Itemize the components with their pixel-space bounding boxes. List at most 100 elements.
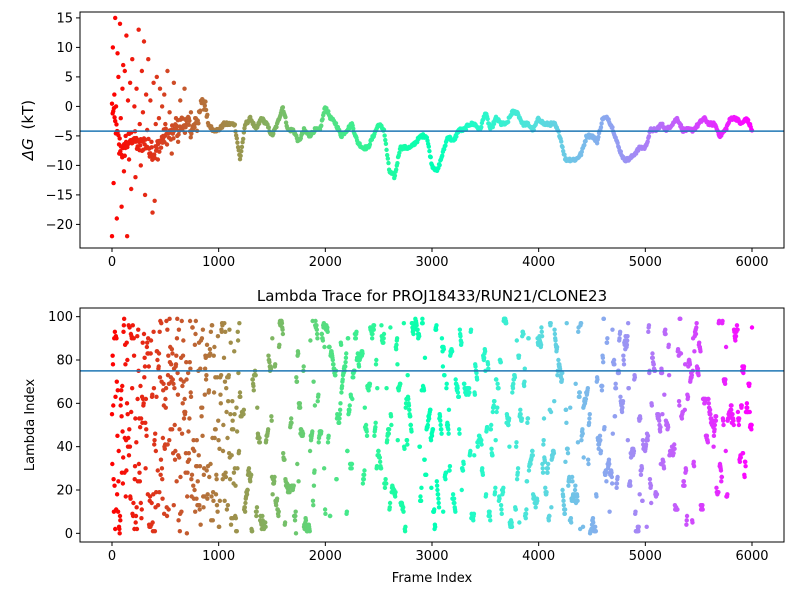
lambda-point bbox=[338, 401, 343, 406]
lambda-point bbox=[704, 433, 710, 439]
dg-point bbox=[127, 80, 133, 86]
lambda-point bbox=[522, 379, 527, 384]
lambda-point bbox=[202, 392, 207, 397]
lambda-point bbox=[282, 457, 287, 462]
lambda-point bbox=[628, 483, 633, 488]
lambda-point bbox=[311, 502, 316, 508]
lambda-point bbox=[457, 431, 462, 436]
lambda-point bbox=[110, 353, 115, 358]
lambda-point bbox=[245, 487, 250, 493]
lambda-point bbox=[621, 353, 626, 358]
lambda-point bbox=[169, 362, 174, 367]
dg-trace-point bbox=[320, 116, 325, 122]
lambda-point bbox=[607, 461, 612, 467]
lambda-point bbox=[200, 327, 206, 332]
lambda-panel: Lambda Trace for PROJ18433/RUN21/CLONE23… bbox=[23, 287, 785, 586]
lambda-point bbox=[475, 444, 480, 449]
lambda-point bbox=[555, 372, 560, 378]
lambda-point bbox=[221, 355, 227, 361]
lambda-point bbox=[731, 418, 736, 423]
lambda-point bbox=[733, 338, 738, 343]
lambda-point bbox=[676, 398, 682, 404]
lambda-point bbox=[459, 340, 464, 345]
lambda-point bbox=[433, 327, 439, 332]
lambda-point bbox=[547, 513, 552, 519]
lambda-point bbox=[643, 442, 649, 447]
lambda-point bbox=[269, 418, 274, 423]
lambda-point bbox=[434, 323, 439, 328]
dg-y-axis-label-unit: (kT) bbox=[19, 100, 37, 130]
lambda-point bbox=[127, 444, 133, 449]
lambda-point bbox=[691, 459, 696, 465]
lambda-point bbox=[720, 318, 725, 324]
lambda-x-axis-label: Frame Index bbox=[392, 571, 473, 586]
lambda-point bbox=[402, 446, 407, 452]
dg-point bbox=[129, 186, 134, 192]
y-tick-label: −20 bbox=[46, 218, 73, 233]
lambda-point bbox=[424, 472, 429, 478]
lambda-point bbox=[509, 524, 515, 530]
lambda-point bbox=[310, 498, 316, 504]
dg-point bbox=[115, 51, 120, 56]
lambda-point bbox=[485, 362, 491, 367]
lambda-point bbox=[598, 437, 603, 443]
lambda-point bbox=[141, 331, 147, 337]
dg-trace-point bbox=[443, 143, 448, 148]
lambda-point bbox=[384, 481, 389, 486]
lambda-point bbox=[521, 383, 527, 389]
lambda-point bbox=[684, 522, 689, 527]
lambda-point bbox=[111, 403, 116, 408]
lambda-point bbox=[568, 515, 574, 521]
lambda-point bbox=[725, 492, 730, 497]
lambda-point bbox=[207, 346, 213, 352]
lambda-point bbox=[243, 500, 248, 506]
lambda-point bbox=[613, 381, 618, 387]
dg-trace-point bbox=[479, 124, 484, 130]
lambda-point bbox=[364, 433, 370, 439]
lambda-point bbox=[152, 528, 158, 534]
lambda-point bbox=[691, 463, 697, 469]
lambda-point bbox=[170, 377, 175, 382]
lambda-point bbox=[426, 416, 432, 421]
lambda-point bbox=[624, 342, 630, 348]
lambda-point bbox=[307, 528, 312, 534]
y-tick-label: 80 bbox=[56, 354, 73, 369]
lambda-point bbox=[128, 496, 133, 501]
lambda-point bbox=[228, 411, 233, 417]
lambda-point bbox=[185, 470, 190, 475]
lambda-point bbox=[425, 422, 431, 428]
lambda-point bbox=[172, 385, 177, 391]
lambda-point bbox=[131, 500, 136, 506]
lambda-point bbox=[134, 505, 139, 510]
lambda-point bbox=[222, 379, 228, 384]
lambda-point bbox=[314, 331, 320, 337]
lambda-point bbox=[434, 483, 440, 488]
lambda-point bbox=[158, 472, 163, 478]
lambda-point bbox=[366, 388, 371, 393]
lambda-point bbox=[184, 359, 189, 365]
lambda-point bbox=[171, 502, 176, 508]
dg-point bbox=[124, 234, 130, 239]
lambda-point bbox=[315, 336, 320, 341]
dg-trace-point bbox=[485, 116, 490, 122]
lambda-point bbox=[120, 481, 126, 486]
lambda-point bbox=[295, 461, 300, 467]
dg-point bbox=[109, 234, 115, 239]
lambda-point bbox=[153, 489, 159, 495]
lambda-point bbox=[514, 476, 520, 482]
lambda-point bbox=[405, 442, 410, 447]
lambda-point bbox=[227, 327, 232, 332]
lambda-point bbox=[737, 416, 742, 421]
lambda-point bbox=[220, 476, 225, 482]
lambda-point bbox=[666, 342, 671, 348]
lambda-point bbox=[712, 422, 718, 428]
lambda-point bbox=[586, 420, 592, 426]
lambda-point bbox=[456, 394, 462, 400]
lambda-point bbox=[203, 377, 209, 382]
lambda-point bbox=[666, 372, 672, 378]
lambda-point bbox=[344, 351, 349, 356]
lambda-point bbox=[280, 327, 285, 332]
x-tick-label: 5000 bbox=[629, 255, 662, 270]
lambda-point bbox=[428, 407, 433, 413]
lambda-point bbox=[438, 422, 443, 428]
